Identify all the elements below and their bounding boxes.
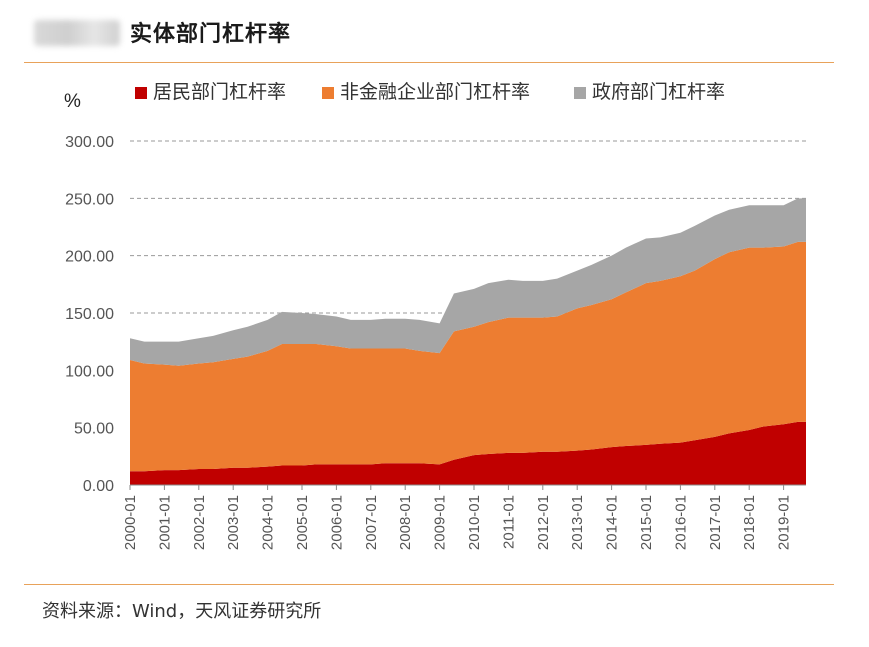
legend: 居民部门杠杆率 非金融企业部门杠杆率 政府部门杠杆率 [135,81,725,103]
header: 实体部门杠杆率 [0,0,869,64]
x-tick-label-17: 2017-01 [707,495,724,550]
y-tick-label-1: 50.00 [74,421,114,438]
page-title: 实体部门杠杆率 [130,22,292,47]
x-tick-label-3: 2003-01 [225,495,242,550]
x-tick-label-18: 2018-01 [741,495,758,550]
y-tick-label-5: 250.00 [65,191,114,208]
area-series-0 [130,421,806,485]
x-tick-label-8: 2008-01 [397,495,414,550]
top-divider [24,62,834,63]
x-tick-label-5: 2005-01 [294,495,311,550]
x-tick-label-0: 2000-01 [122,495,139,550]
y-tick-label-3: 150.00 [65,306,114,323]
x-tick-label-1: 2001-01 [156,495,173,550]
legend-swatch-1 [322,87,334,99]
area-series-2 [130,198,806,366]
y-unit-label: % [64,91,81,112]
legend-label-2: 政府部门杠杆率 [592,81,725,103]
blurred-logo [34,20,120,46]
x-tick-label-13: 2013-01 [569,495,586,550]
x-tick-label-16: 2016-01 [672,495,689,550]
y-tick-label-2: 100.00 [65,363,114,380]
source-note: 资料来源：Wind，天风证券研究所 [42,601,322,622]
legend-swatch-0 [135,87,147,99]
bottom-divider [24,584,834,585]
x-tick-label-6: 2006-01 [328,495,345,550]
x-tick-label-9: 2009-01 [432,495,449,550]
legend-label-1: 非金融企业部门杠杆率 [340,81,530,103]
legend-label-0: 居民部门杠杆率 [153,81,286,103]
stacked-area-chart: % 居民部门杠杆率 非金融企业部门杠杆率 政府部门杠杆率 0.00 50.00 100.00… [64,81,806,550]
x-tick-label-7: 2007-01 [363,495,380,550]
x-tick-label-10: 2010-01 [466,495,483,550]
x-tick-label-19: 2019-01 [776,495,793,550]
y-tick-label-0: 0.00 [83,478,114,495]
area-series-1 [130,241,806,472]
x-tick-label-11: 2011-01 [500,495,517,549]
x-tick-label-4: 2004-01 [260,495,277,550]
x-tick-label-14: 2014-01 [604,495,621,550]
y-tick-label-4: 200.00 [65,249,114,266]
x-tick-label-2: 2002-01 [191,495,208,550]
x-tick-label-12: 2012-01 [535,495,552,550]
x-tick-label-15: 2015-01 [638,495,655,550]
legend-swatch-2 [574,87,586,99]
y-tick-label-6: 300.00 [65,134,114,151]
